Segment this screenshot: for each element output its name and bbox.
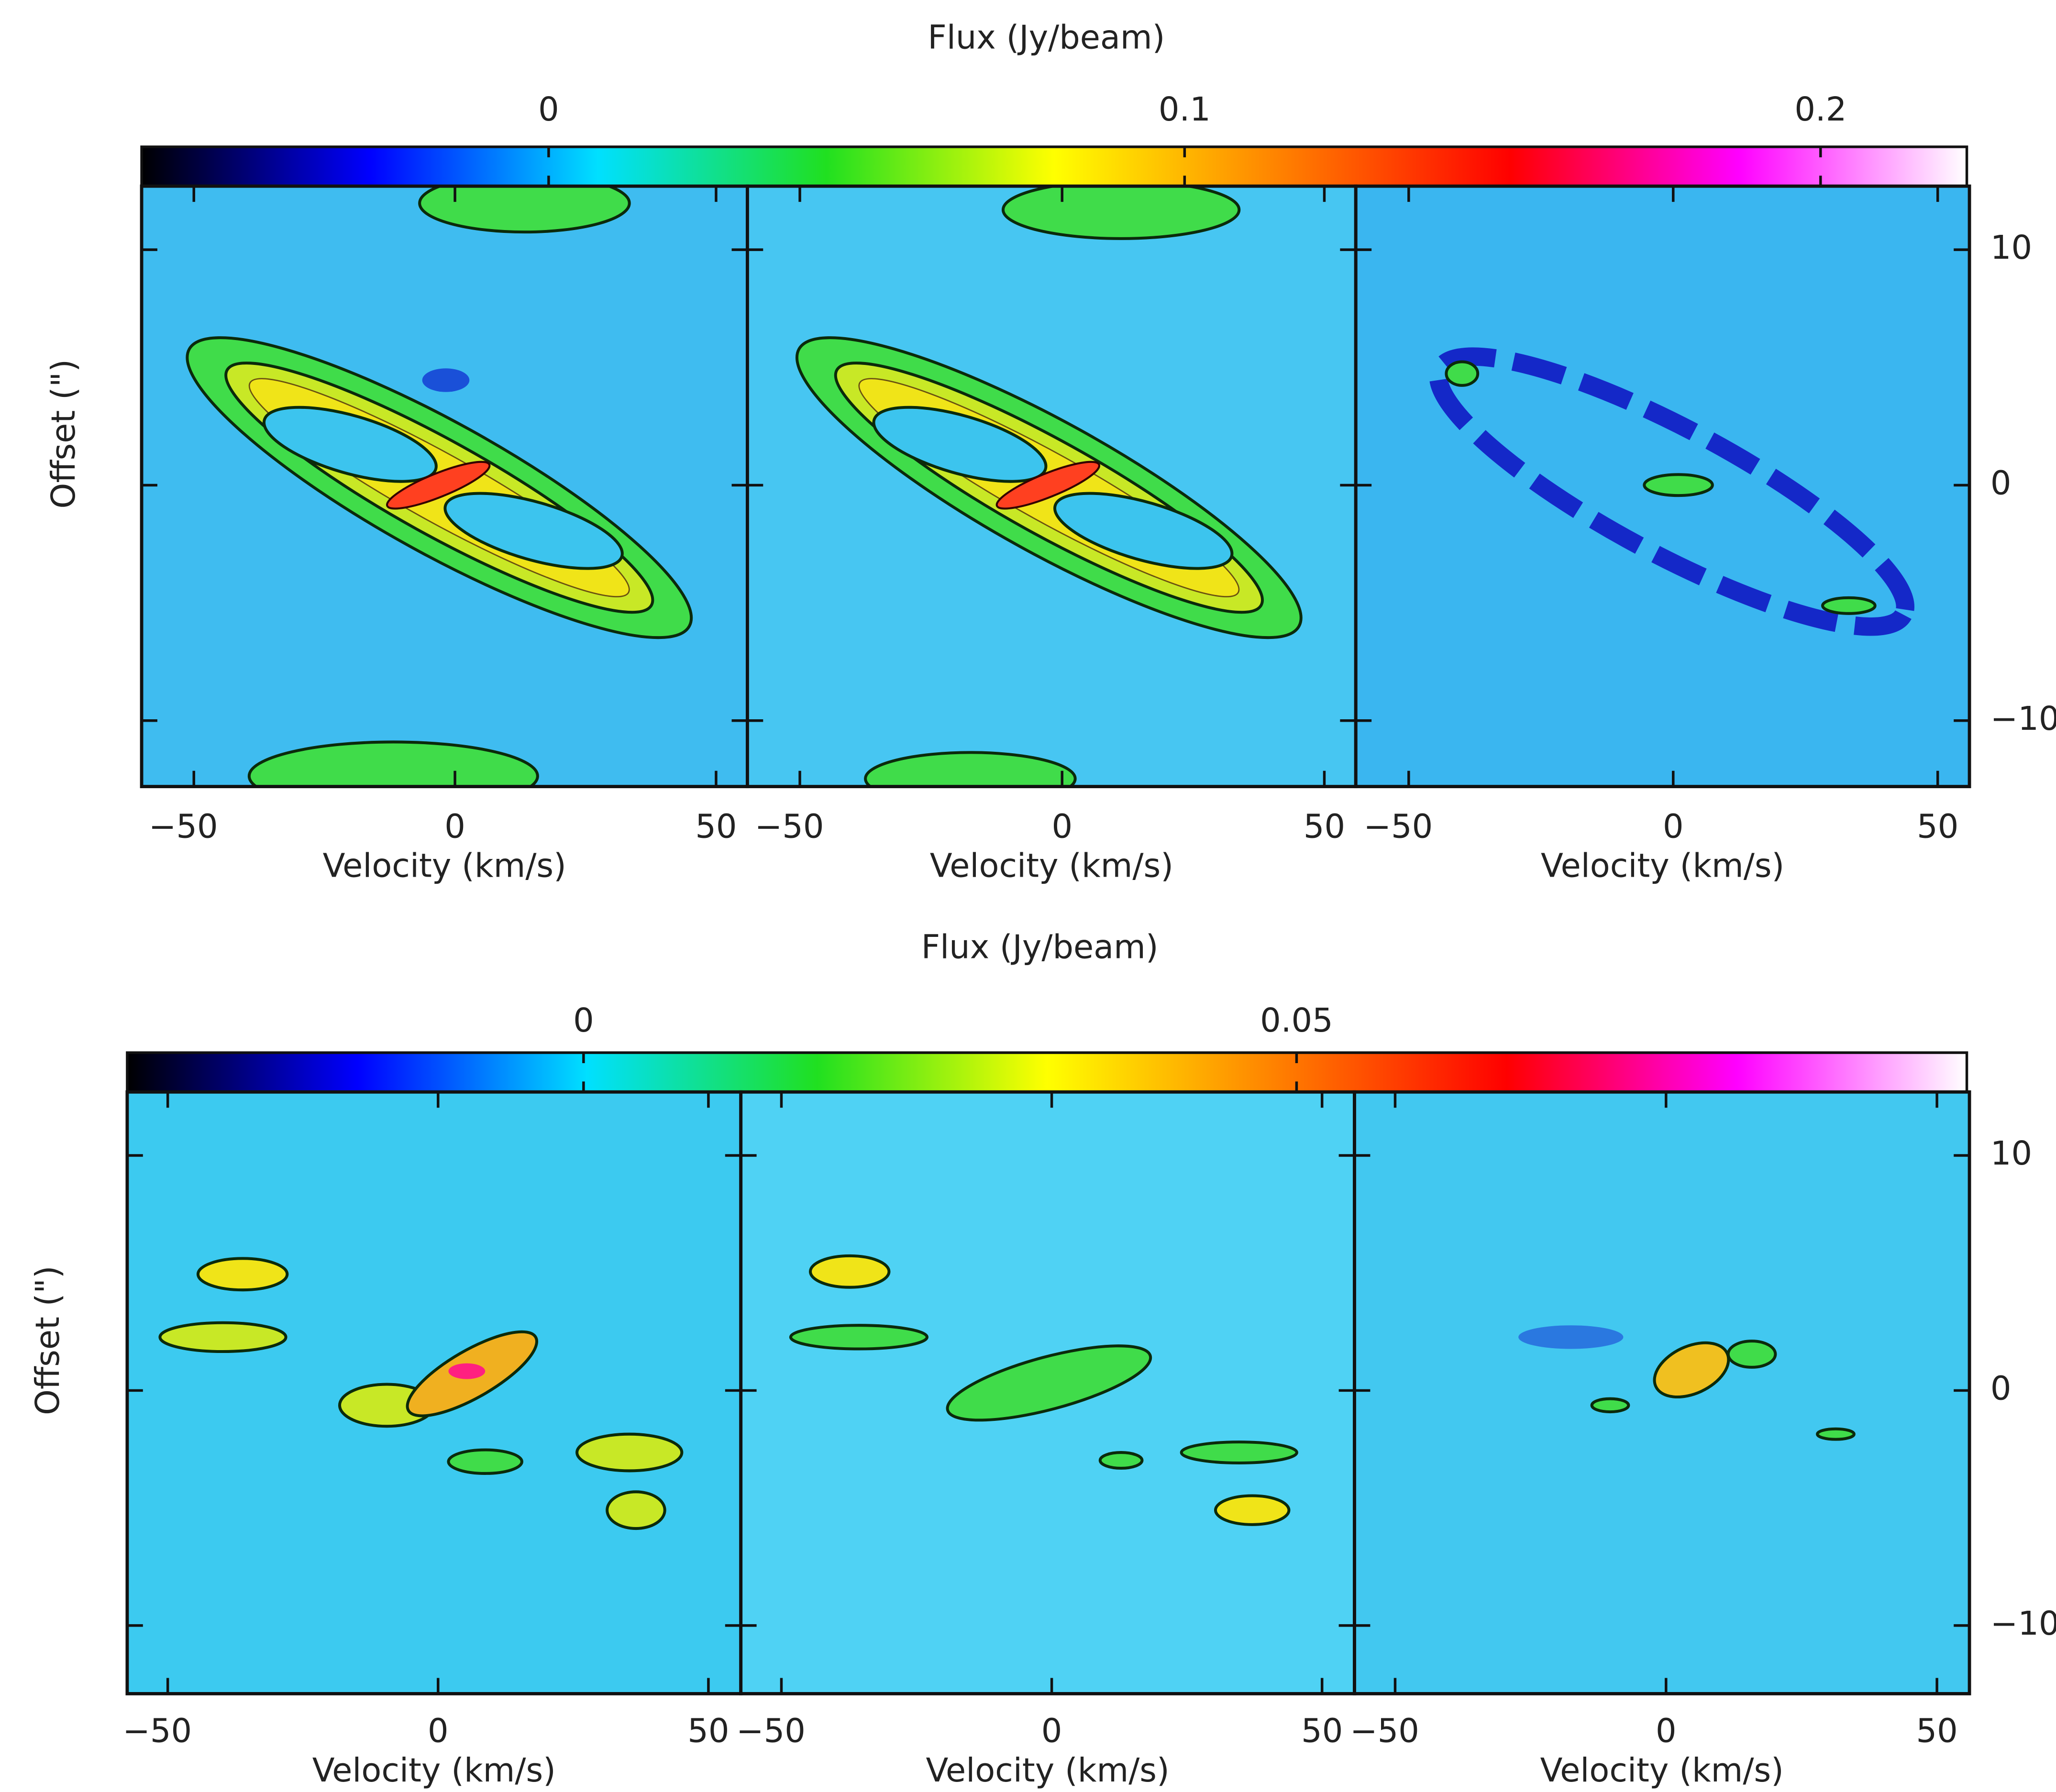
y-tick-label: 0 [1990, 464, 2012, 502]
x-axis-label: Velocity (km/s) [926, 1751, 1170, 1790]
emission-feature [1726, 1340, 1777, 1369]
emission-feature [1821, 596, 1877, 615]
x-tick-label: −50 [1364, 807, 1433, 846]
emission-feature [196, 1257, 289, 1292]
colorbar-tick-label: 0.2 [1794, 90, 1846, 129]
heatmap-panel [1356, 186, 1970, 787]
y-tick-label: 0 [1990, 1369, 2012, 1407]
x-axis-label: Velocity (km/s) [1541, 847, 1784, 885]
emission-feature [1001, 186, 1241, 240]
heatmap-panel [747, 186, 1356, 787]
y-axis-label: Offset (") [44, 359, 83, 509]
heatmap-panel [1354, 1092, 1970, 1694]
emission-feature [864, 751, 1077, 787]
emission-feature [386, 461, 491, 510]
x-axis-label: Velocity (km/s) [312, 1751, 556, 1790]
x-tick-label: 50 [695, 807, 737, 846]
y-tick-label: 10 [1990, 229, 2032, 267]
emission-feature [1643, 473, 1714, 497]
x-tick-label: 50 [1301, 1712, 1343, 1750]
emission-feature [1518, 1325, 1624, 1349]
colorbar-tick-label: 0 [573, 1001, 594, 1040]
colorbar [126, 1051, 1968, 1094]
x-tick-label: 0 [1656, 1712, 1677, 1750]
colorbar-title: Flux (Jy/beam) [921, 928, 1159, 967]
emission-feature [575, 1432, 684, 1473]
emission-feature [418, 186, 631, 234]
colorbar-tick-label: 0.05 [1260, 1001, 1333, 1040]
emission-feature [1816, 1427, 1856, 1441]
x-axis-label: Velocity (km/s) [930, 847, 1173, 885]
x-tick-label: −50 [122, 1712, 192, 1750]
emission-feature [247, 740, 539, 787]
emission-feature [1053, 492, 1234, 570]
emission-feature [789, 1324, 929, 1351]
emission-feature [443, 492, 624, 570]
emission-feature [995, 461, 1100, 510]
emission-feature [262, 406, 438, 483]
x-tick-label: −50 [755, 807, 824, 846]
x-tick-label: 0 [1663, 807, 1684, 846]
x-tick-label: 0 [1051, 807, 1072, 846]
x-tick-label: 50 [1917, 807, 1958, 846]
emission-feature [422, 368, 470, 392]
colorbar-tick-label: 0 [538, 90, 559, 129]
emission-feature [808, 1254, 891, 1289]
emission-feature [447, 1448, 523, 1475]
emission-feature [1180, 1440, 1298, 1465]
emission-feature [872, 406, 1048, 483]
y-tick-label: 10 [1990, 1134, 2032, 1173]
x-tick-label: 0 [1041, 1712, 1062, 1750]
x-tick-label: 50 [687, 1712, 729, 1750]
x-tick-label: −50 [1350, 1712, 1419, 1750]
x-tick-label: 0 [444, 807, 465, 846]
emission-feature [606, 1490, 666, 1530]
heatmap-panel [142, 186, 748, 787]
emission-feature [1098, 1451, 1144, 1470]
x-tick-label: 50 [1304, 807, 1345, 846]
emission-feature [158, 1321, 287, 1353]
colorbar-title: Flux (Jy/beam) [928, 18, 1165, 56]
colorbar [140, 145, 1968, 187]
emission-feature [1445, 360, 1480, 387]
colorbar-tick-label: 0.1 [1159, 90, 1211, 129]
x-tick-label: −50 [736, 1712, 806, 1750]
emission-feature [1429, 347, 1915, 636]
y-tick-label: −10 [1990, 700, 2056, 738]
heatmap-panel [127, 1092, 741, 1694]
x-tick-label: 50 [1916, 1712, 1958, 1750]
x-tick-label: −50 [149, 807, 218, 846]
y-axis-label: Offset (") [29, 1265, 67, 1415]
panel-frame [1353, 1090, 1971, 1695]
y-tick-label: −10 [1990, 1605, 2056, 1643]
emission-feature [1590, 1397, 1630, 1414]
x-axis-label: Velocity (km/s) [1540, 1751, 1784, 1790]
x-axis-label: Velocity (km/s) [323, 847, 566, 885]
emission-feature [1214, 1494, 1291, 1526]
emission-feature [946, 1344, 1152, 1422]
heatmap-panel [741, 1092, 1355, 1694]
emission-feature [448, 1363, 486, 1379]
x-tick-label: 0 [428, 1712, 449, 1750]
